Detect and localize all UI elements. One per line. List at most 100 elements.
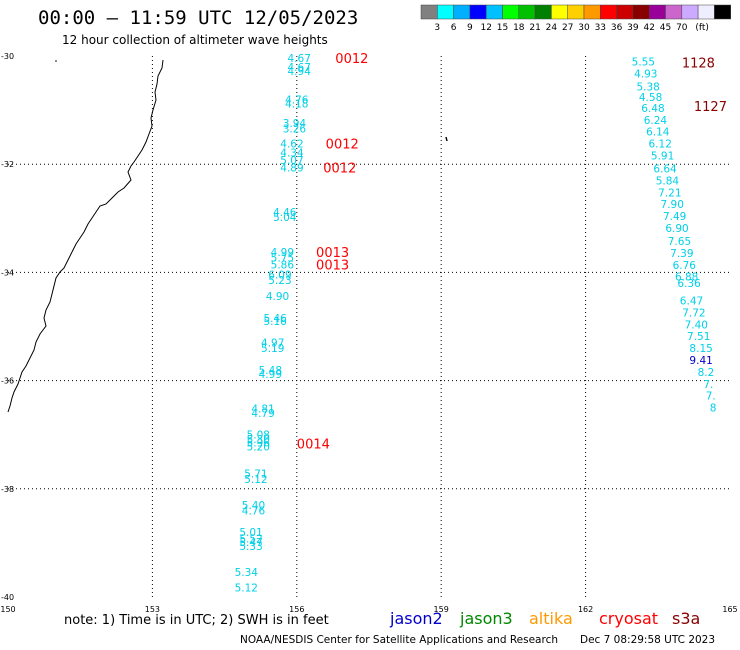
pass-time-label: 0012 <box>335 52 368 67</box>
swh-value-west: 4.34 <box>280 147 304 159</box>
lon-tick-label: 159 <box>434 605 449 614</box>
legend-label: 15 <box>497 23 508 33</box>
swh-value-east: 5.38 <box>636 81 659 93</box>
swh-value-east: 7.39 <box>670 248 693 260</box>
footer-note: note: 1) Time is in UTC; 2) SWH is in fe… <box>64 613 329 628</box>
lat-tick-label: -34 <box>1 268 14 277</box>
swh-value-west: 4.90 <box>266 291 289 303</box>
legend-label: 45 <box>660 23 671 33</box>
swh-value-west: 5.04 <box>273 212 297 224</box>
pass-time-label: 0014 <box>297 437 330 452</box>
swh-value-west: 5.23 <box>268 275 291 287</box>
swh-value-west: 5.19 <box>261 343 284 355</box>
legend-label: 18 <box>513 23 525 33</box>
satellite-altika: altika <box>529 609 573 628</box>
swh-value-east: 7.90 <box>661 199 684 211</box>
swh-value-east: 4.93 <box>634 68 657 80</box>
swh-value-east: 6.14 <box>646 127 670 139</box>
legend-swatch <box>485 4 503 20</box>
lon-tick-label: 153 <box>145 605 160 614</box>
swh-value-west: 5.30 <box>247 434 270 446</box>
swh-value-west: 5.07 <box>280 155 303 167</box>
swh-value-west: 4.97 <box>261 338 284 350</box>
swh-value-west: 5.34 <box>235 567 259 579</box>
lat-tick-label: -36 <box>1 377 14 386</box>
satellite-jason3: jason3 <box>460 609 513 628</box>
legend-swatch <box>681 4 699 20</box>
legend-swatch <box>551 4 568 20</box>
swh-value-west: 5.48 <box>259 365 282 377</box>
swh-value-west: 4.67 <box>288 62 311 74</box>
map-title: 00:00 — 11:59 UTC 12/05/2023 <box>38 7 359 29</box>
swh-value-east: 6.12 <box>649 139 672 151</box>
legend-swatch <box>583 4 601 20</box>
legend-label: 12 <box>480 23 491 33</box>
legend-label: 27 <box>562 23 573 33</box>
legend-swatch <box>420 4 438 20</box>
swh-value-west: 5.46 <box>263 313 287 325</box>
swh-value-east: 6.88 <box>675 272 698 284</box>
swh-value-west: 5.12 <box>244 474 267 486</box>
legend-swatch <box>632 4 650 20</box>
swh-value-east: 6.47 <box>680 296 703 308</box>
swh-value-west: 5.16 <box>263 316 287 328</box>
pass-time-label: 0012 <box>323 161 356 176</box>
swh-value-east: 5.84 <box>656 175 680 187</box>
legend-label: 70 <box>676 23 688 33</box>
swh-value-west: 5.33 <box>239 541 262 553</box>
credit-date: Dec 7 08:29:58 UTC 2023 <box>580 634 716 646</box>
legend-swatch <box>600 4 617 20</box>
swh-value-west: 4.81 <box>251 404 274 416</box>
pass-time-label: 1128 <box>682 56 715 71</box>
swh-value-west: 4.76 <box>242 505 266 517</box>
swh-value-east: 6.64 <box>653 164 677 176</box>
swh-value-west: 4.99 <box>259 369 282 381</box>
swh-value-west: 3.94 <box>283 118 307 130</box>
swh-value-west: 5.86 <box>271 259 295 271</box>
swh-value-west: 5.01 <box>239 527 262 539</box>
legend-label: 24 <box>546 23 558 33</box>
satellite-cryosat: cryosat <box>599 609 659 628</box>
legend-label: 9 <box>467 23 473 33</box>
legend-swatch <box>567 4 585 20</box>
legend-label: 33 <box>595 23 606 33</box>
swh-value-west: 5.71 <box>244 469 267 481</box>
swh-value-west: 4.79 <box>251 408 274 420</box>
swh-value-west: 6.09 <box>268 270 291 282</box>
legend-swatch <box>665 4 683 20</box>
swh-value-east: 7.21 <box>658 187 681 199</box>
swh-value-west: 4.89 <box>280 162 303 174</box>
lon-tick-label: 165 <box>722 605 737 614</box>
legend-swatch <box>648 4 666 20</box>
lat-tick-label: -30 <box>1 52 14 61</box>
graticule: 150 153 156 159 162 165 -30 -32 -34 -36 -38 -40 <box>0 52 737 614</box>
swh-values: 4.674.674.944.764.183.943.264.624.345.07… <box>235 53 717 594</box>
pass-time-label: 0013 <box>316 258 349 273</box>
coastline <box>7 59 164 413</box>
swh-value-west: 5.96 <box>247 437 271 449</box>
swh-value-east: 6.24 <box>644 115 668 127</box>
swh-value-west: 4.76 <box>285 94 309 106</box>
swh-value-west: 4.99 <box>271 247 294 259</box>
legend-label: 3 <box>434 23 440 33</box>
swh-value-west: 4.67 <box>288 53 311 65</box>
swh-value-east: 7. <box>703 379 713 391</box>
legend-swatch <box>616 4 634 20</box>
legend-label: 30 <box>578 23 590 33</box>
swh-value-west: 5.40 <box>242 500 265 512</box>
pass-time-label: 0013 <box>316 246 349 261</box>
swh-value-east: 6.48 <box>641 103 664 115</box>
legend-swatch <box>453 4 471 20</box>
legend-swatch <box>469 4 487 20</box>
swh-value-east: 6.76 <box>673 260 697 272</box>
lat-tick-label: -32 <box>1 160 14 169</box>
legend-label: 39 <box>627 23 639 33</box>
color-legend: 3 6 9 12 15 18 21 24 27 30 33 36 39 42 45 70 (ft) <box>420 4 731 33</box>
legend-label: 6 <box>451 23 457 33</box>
swh-value-east: 4.58 <box>639 92 662 104</box>
legend-label: 36 <box>611 23 623 33</box>
map-subtitle: 12 hour collection of altimeter wave hei… <box>62 33 328 47</box>
